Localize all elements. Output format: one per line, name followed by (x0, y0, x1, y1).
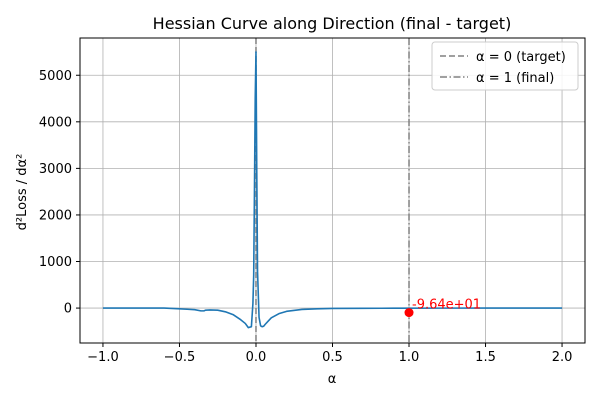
chart-title: Hessian Curve along Direction (final - t… (153, 14, 512, 33)
y-tick-label: 2000 (39, 208, 72, 223)
y-tick-label: 4000 (39, 115, 72, 130)
y-axis-label: d²Loss / dα² (15, 154, 30, 231)
x-tick-label: 1.5 (475, 350, 496, 365)
marker-layer: -9.64e+01 (404, 298, 481, 318)
x-tick-label: −1.0 (87, 350, 119, 365)
y-ticks: 0 1000 2000 3000 4000 5000 (39, 69, 80, 317)
final-point-marker (404, 308, 414, 318)
legend: α = 0 (target) α = 1 (final) (431, 41, 579, 91)
x-tick-label: 2.0 (552, 350, 573, 365)
x-axis-label: α (328, 372, 337, 387)
y-tick-label: 3000 (39, 162, 72, 177)
hessian-line (102, 51, 563, 329)
x-tick-label: 0.5 (322, 350, 343, 365)
x-tick-label: −0.5 (164, 350, 196, 365)
y-tick-label: 5000 (39, 69, 72, 84)
series-layer (102, 51, 563, 329)
x-tick-label: 0.0 (246, 350, 267, 365)
x-tick-label: 1.0 (399, 350, 420, 365)
legend-label-final: α = 1 (final) (476, 71, 554, 86)
x-ticks: −1.0 −0.5 0.0 0.5 1.0 1.5 2.0 (87, 343, 572, 365)
legend-label-target: α = 0 (target) (476, 50, 566, 65)
y-tick-label: 0 (64, 302, 72, 317)
y-tick-label: 1000 (39, 255, 72, 270)
final-point-annotation: -9.64e+01 (412, 298, 481, 313)
legend-box (431, 41, 579, 91)
